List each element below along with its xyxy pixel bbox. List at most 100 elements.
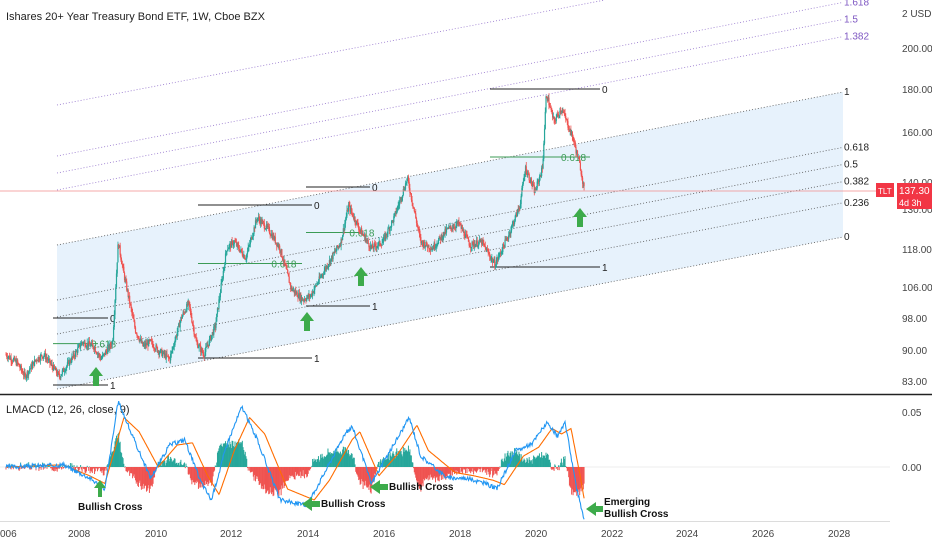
price-candle-body xyxy=(492,261,494,263)
macd-histogram-bar xyxy=(132,467,134,477)
macd-histogram-bar xyxy=(250,467,252,473)
price-candle-body xyxy=(123,272,126,281)
price-candle-body xyxy=(299,294,301,300)
macd-histogram-bar xyxy=(552,467,554,470)
price-candle-body xyxy=(96,352,98,355)
price-candle-body xyxy=(120,254,122,260)
macd-histogram-bar xyxy=(294,467,296,480)
price-candle-body xyxy=(448,226,450,229)
macd-histogram-bar xyxy=(91,467,93,472)
macd-histogram-bar xyxy=(412,462,414,467)
price-candle-body xyxy=(256,220,258,222)
macd-histogram-bar xyxy=(499,466,501,467)
price-candle-body xyxy=(540,176,542,177)
macd-histogram-bar xyxy=(304,467,306,474)
price-candle-body xyxy=(78,344,80,346)
macd-histogram-bar xyxy=(511,451,513,467)
macd-histogram-bar xyxy=(298,467,300,477)
macd-histogram-bar xyxy=(55,467,57,470)
price-candle-body xyxy=(14,359,17,361)
macd-histogram-bar xyxy=(324,457,326,467)
price-candle-body xyxy=(153,348,156,350)
price-candle-body xyxy=(530,178,532,185)
macd-histogram-bar xyxy=(57,467,59,469)
price-candle-body xyxy=(132,314,134,319)
price-candle-body xyxy=(110,345,112,347)
macd-histogram-bar xyxy=(418,467,420,489)
time-tick: 2016 xyxy=(373,529,396,540)
price-candle-body xyxy=(576,150,579,158)
macd-histogram-bar xyxy=(553,467,555,471)
price-candle-body xyxy=(90,344,92,347)
macd-histogram-bar xyxy=(351,453,353,467)
price-candle-body xyxy=(538,177,541,183)
macd-histogram-bar xyxy=(514,448,516,467)
price-candle-body xyxy=(221,279,223,284)
macd-histogram-bar xyxy=(501,458,503,467)
price-candle-body xyxy=(311,293,313,296)
macd-histogram-bar xyxy=(306,467,308,477)
macd-histogram-bar xyxy=(427,467,429,481)
price-candle-body xyxy=(432,248,434,250)
price-candle-body xyxy=(80,342,82,346)
price-candle-body xyxy=(25,374,27,379)
price-candle-body xyxy=(375,246,377,249)
price-candle-body xyxy=(347,209,349,212)
price-candle-body xyxy=(385,233,388,236)
macd-histogram-bar xyxy=(101,467,103,473)
price-candle-body xyxy=(200,345,202,353)
macd-histogram-bar xyxy=(423,467,425,479)
price-candle-body xyxy=(228,244,230,249)
macd-histogram-bar xyxy=(528,457,530,467)
price-candle-body xyxy=(224,264,226,268)
macd-histogram-bar xyxy=(527,463,529,467)
price-candle-body xyxy=(434,243,436,249)
macd-histogram-bar xyxy=(521,457,523,467)
macd-histogram-bar xyxy=(303,467,305,477)
macd-histogram-bar xyxy=(270,467,272,493)
price-candle-body xyxy=(290,287,292,289)
macd-histogram-bar xyxy=(223,444,225,467)
price-candle-body xyxy=(171,350,173,352)
macd-histogram-bar xyxy=(377,464,379,467)
macd-histogram-bar xyxy=(410,455,412,467)
macd-histogram-bar xyxy=(463,467,465,470)
price-candle-body xyxy=(386,234,388,236)
price-candle-body xyxy=(267,226,269,227)
price-candle-body xyxy=(480,240,482,243)
price-candle-body xyxy=(396,206,399,211)
price-candle-body xyxy=(438,236,440,240)
macd-histogram-bar xyxy=(519,453,521,467)
macd-histogram-bar xyxy=(205,467,207,485)
macd-histogram-bar xyxy=(371,467,373,488)
price-candle-body xyxy=(216,313,218,322)
price-candle-body xyxy=(331,255,333,260)
price-candle-body xyxy=(478,239,481,242)
macd-histogram-bar xyxy=(140,467,142,490)
price-candle-body xyxy=(352,213,354,217)
macd-histogram-bar xyxy=(496,467,498,476)
price-tick: 180.00 xyxy=(902,85,932,96)
macd-histogram-bar xyxy=(437,467,439,481)
price-candle-body xyxy=(502,244,504,253)
price-candle-body xyxy=(322,274,324,276)
macd-histogram-bar xyxy=(443,467,445,476)
price-candle-body xyxy=(470,247,472,249)
price-candle-body xyxy=(523,176,525,182)
macd-histogram-bar xyxy=(578,467,580,490)
price-candle-body xyxy=(543,128,546,144)
price-candle-body xyxy=(197,347,200,349)
macd-histogram-bar xyxy=(400,450,402,467)
price-candle-body xyxy=(151,340,153,345)
time-axis[interactable]: 006 2008 2010 2012 2014 2016 2018 2020 2… xyxy=(0,529,851,540)
macd-histogram-bar xyxy=(543,455,545,467)
macd-histogram-bar xyxy=(477,467,479,470)
price-candle-body xyxy=(476,240,478,247)
price-candle-body xyxy=(97,353,99,355)
price-candle-body xyxy=(234,241,236,242)
price-candle-body xyxy=(118,244,120,248)
price-candle-body xyxy=(300,294,302,302)
price-candle-body xyxy=(143,343,145,346)
